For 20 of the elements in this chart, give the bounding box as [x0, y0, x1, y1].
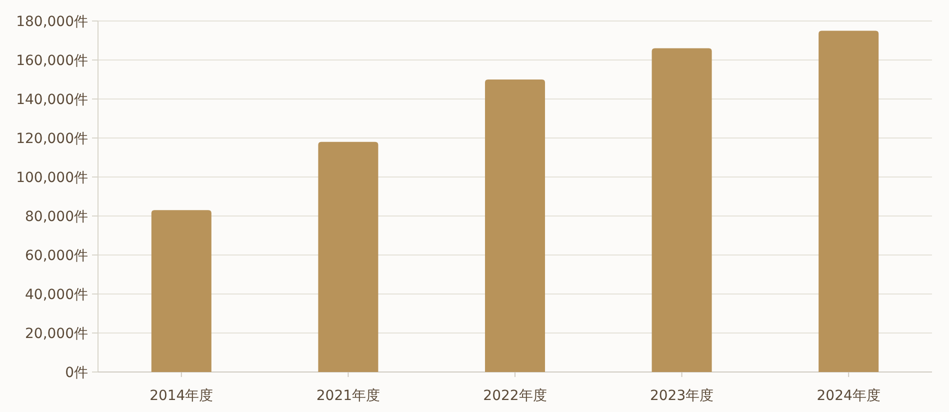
y-tick-label: 160,000件: [16, 53, 88, 69]
y-tick-label: 60,000件: [25, 248, 88, 264]
y-tick-label: 100,000件: [16, 170, 88, 186]
x-tick-label: 2024年度: [816, 388, 880, 404]
x-tick-label: 2022年度: [483, 388, 547, 404]
y-tick-label: 0件: [65, 365, 88, 381]
bar: [151, 210, 212, 372]
x-tick-label: 2021年度: [316, 388, 380, 404]
y-tick-label: 140,000件: [16, 92, 88, 108]
y-tick-label: 20,000件: [25, 326, 88, 342]
x-tick-label: 2014年度: [150, 388, 214, 404]
bar: [318, 142, 378, 372]
bar: [652, 48, 712, 372]
y-tick-label: 180,000件: [16, 14, 88, 30]
bar: [818, 30, 879, 372]
y-tick-label: 120,000件: [16, 131, 88, 147]
x-tick-label: 2023年度: [650, 388, 714, 404]
bar: [485, 80, 545, 372]
y-tick-label: 80,000件: [25, 209, 88, 225]
y-tick-label: 40,000件: [25, 287, 88, 303]
